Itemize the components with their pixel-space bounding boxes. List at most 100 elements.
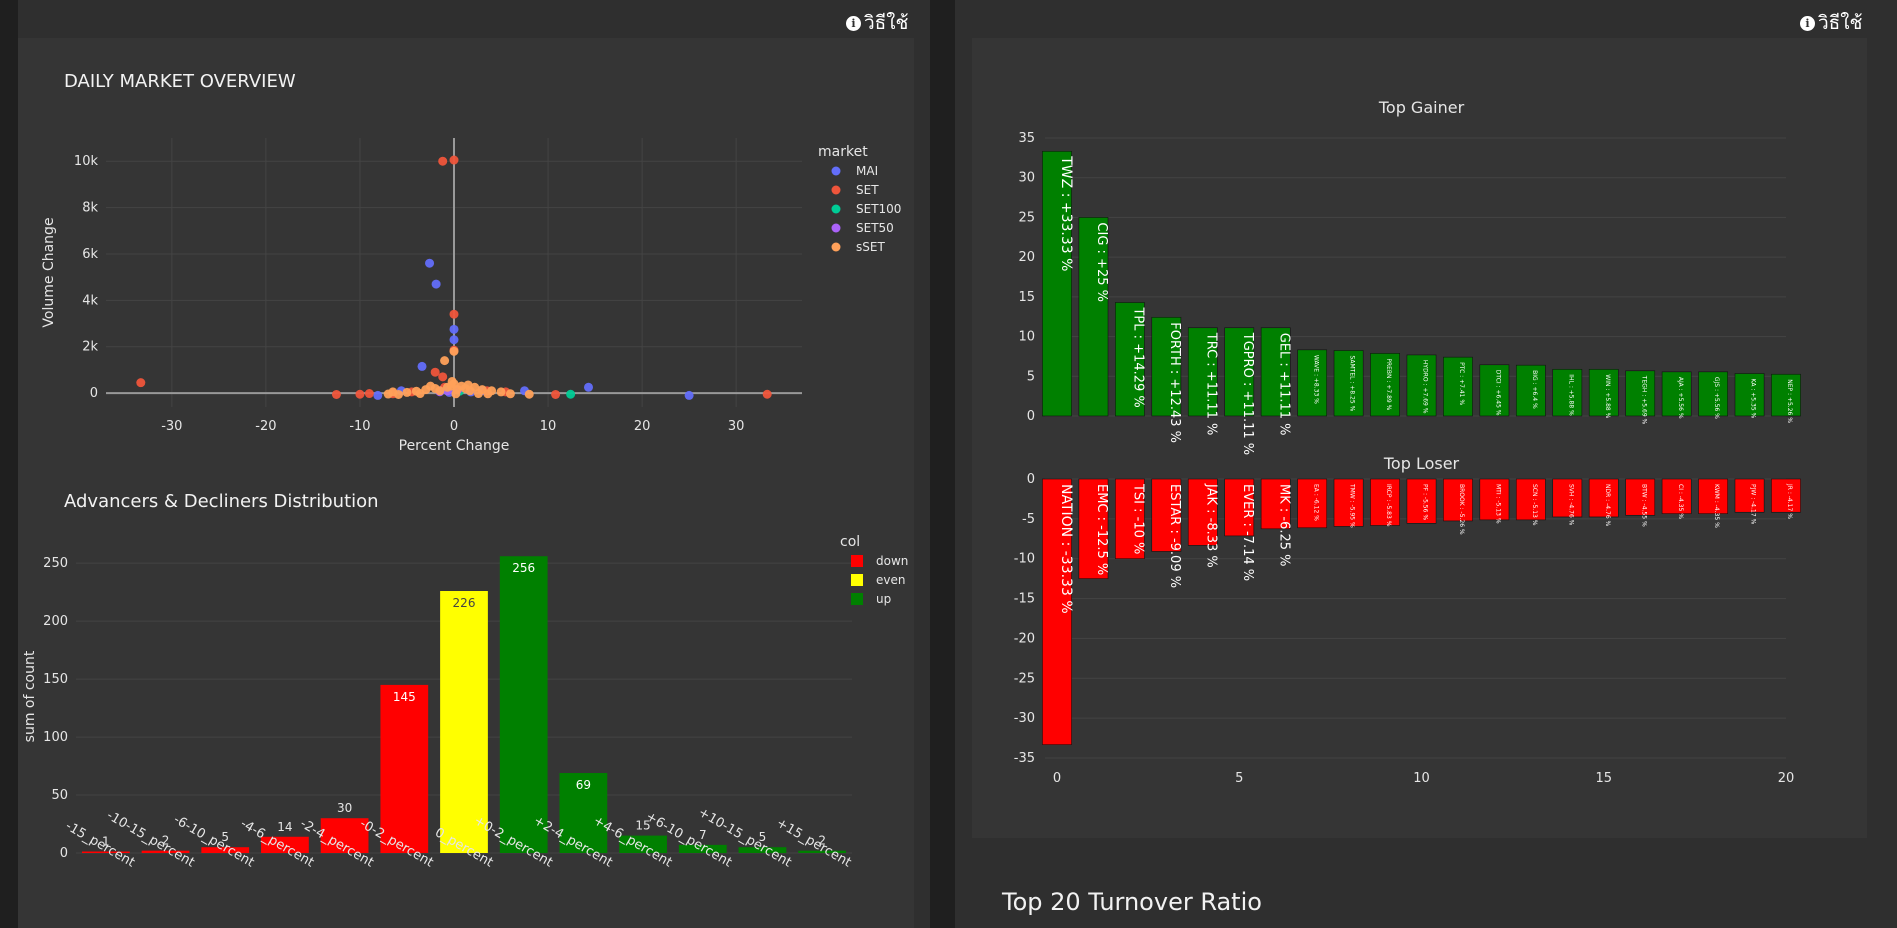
dist-y-tick-label: 50 xyxy=(51,788,68,803)
loser-x-tick-label: 5 xyxy=(1235,771,1243,786)
loser-y-tick-label: -5 xyxy=(1022,512,1035,527)
scatter-point-set xyxy=(762,389,772,399)
scatter-point-set xyxy=(449,155,459,165)
info-icon: i xyxy=(846,15,861,31)
loser-bar xyxy=(1406,478,1437,524)
loser-bar xyxy=(1515,478,1546,521)
loser-bar-label: JR : -4.17 % xyxy=(1786,483,1793,519)
loser-bar xyxy=(1443,478,1473,522)
gainer-bar-label: PTC : +7.41 % xyxy=(1458,362,1465,405)
loser-y-tick-label: 0 xyxy=(1027,472,1035,487)
loser-x-tick-label: 15 xyxy=(1595,771,1612,786)
loser-bar-label: JAK : -8.33 % xyxy=(1203,483,1218,568)
dist-bar-value-label: 5 xyxy=(221,830,229,844)
dist-bar xyxy=(141,850,190,853)
scatter-legend-entry: SET50 xyxy=(856,221,894,235)
scatter-point-set xyxy=(364,389,374,399)
scatter-point-sset xyxy=(463,380,473,390)
loser-bar-label: TSI : -10 % xyxy=(1130,483,1145,554)
gainer-bar xyxy=(1333,350,1364,417)
gainer-bar xyxy=(1151,316,1182,417)
help-button-left[interactable]: i วิธีใช้ xyxy=(846,8,908,38)
loser-title: Top Loser xyxy=(1383,454,1460,473)
dist-bar xyxy=(499,556,548,853)
loser-bar-label: BROOK : -5.26 % xyxy=(1458,484,1465,535)
loser-bar xyxy=(1042,478,1072,745)
scatter-y-tick-label: 6k xyxy=(82,247,98,262)
dist-bar-value-label: 69 xyxy=(576,778,591,792)
scatter-x-tick-label: 0 xyxy=(450,419,458,434)
loser-bar-label: EMC : -12.5 % xyxy=(1094,484,1109,575)
gainer-bar-label: WAVE : +8.33 % xyxy=(1312,355,1319,404)
gainer-bar xyxy=(1260,327,1291,417)
dist-y-tick-label: 200 xyxy=(43,614,68,629)
dist-bar xyxy=(798,850,847,853)
loser-y-tick-label: -35 xyxy=(1014,751,1035,766)
scatter-x-tick-label: 30 xyxy=(728,419,745,434)
gainer-bar xyxy=(1479,364,1510,417)
gainer-bar-label: SAMTEL : +8.25 % xyxy=(1349,355,1356,411)
scatter-y-tick-label: 4k xyxy=(82,293,98,308)
scatter-point-set xyxy=(551,389,561,399)
gainer-bar xyxy=(1115,302,1145,417)
right-chart-card xyxy=(972,38,1867,838)
scatter-chart: -30 -20 -10 0 10 20 30 0 2k 4k 6k 8k 10k Percent Chan… xyxy=(41,138,901,454)
dist-legend-title: col xyxy=(840,534,860,550)
right-panel: i วิธีใช้ Top 20 Turnover Ratio xyxy=(955,0,1897,928)
scatter-legend-entry: SET100 xyxy=(856,202,901,216)
gainer-bar xyxy=(1771,373,1801,417)
top-gainer-chart: Top Gainer 0 5 10 15 20 25 30 35 TWZ : +33.33 % CI… xyxy=(1018,98,1801,455)
gainer-bar xyxy=(1187,327,1218,417)
scatter-point-sset xyxy=(440,356,450,366)
scatter-point-sset xyxy=(447,376,457,386)
gainer-bar xyxy=(1698,371,1728,417)
gainer-bar-label: CIG : +25 % xyxy=(1094,222,1109,302)
scatter-point-sset xyxy=(435,386,445,396)
scatter-point-sset xyxy=(473,389,483,399)
scatter-point-mai xyxy=(449,335,459,345)
dist-legend-entry: down xyxy=(876,554,908,568)
loser-y-tick-label: -25 xyxy=(1014,671,1035,686)
dist-legend-swatch-down xyxy=(851,555,863,567)
gainer-bar-label: DTCI : +6.45 % xyxy=(1495,370,1502,416)
help-button-right[interactable]: i วิธีใช้ xyxy=(1800,8,1862,38)
scatter-x-axis-label: Percent Change xyxy=(399,438,510,454)
gainer-y-tick-label: 10 xyxy=(1018,330,1035,345)
loser-bar-label: SVH : -4.76 % xyxy=(1567,484,1574,526)
gainer-bar-label: TGPRO : +11.11 % xyxy=(1240,332,1255,455)
gainer-bar-label: TWZ : +33.33 % xyxy=(1058,155,1074,271)
scatter-point-mai xyxy=(373,390,383,400)
dist-bar xyxy=(619,835,667,853)
gainer-title: Top Gainer xyxy=(1378,98,1465,117)
loser-bar xyxy=(1734,478,1765,513)
gainer-bar xyxy=(1552,368,1583,417)
loser-bar xyxy=(1151,478,1182,552)
dist-y-axis-label: sum of count xyxy=(22,650,38,742)
loser-x-tick-label: 10 xyxy=(1413,771,1430,786)
gainer-y-tick-label: 5 xyxy=(1027,369,1035,384)
gainer-bar-label: IHL : +5.88 % xyxy=(1567,374,1574,416)
scatter-point-sset xyxy=(496,387,506,397)
loser-x-tick-label: 0 xyxy=(1053,771,1061,786)
dist-bar-value-label: 5 xyxy=(759,830,767,844)
dist-bar xyxy=(678,844,727,853)
gainer-bar xyxy=(1042,150,1072,417)
scatter-point-sset xyxy=(425,381,435,391)
loser-bar xyxy=(1588,478,1619,518)
scatter-y-tick-label: 2k xyxy=(82,340,98,355)
gainer-bar-label: KA : +5.35 % xyxy=(1750,379,1757,419)
dist-legend-swatch-up xyxy=(851,593,863,605)
loser-bar-label: IRCP : -5.83 % xyxy=(1385,484,1392,527)
loser-bar-label: EVER : -7.14 % xyxy=(1240,484,1255,581)
scatter-point-set xyxy=(430,367,440,377)
scatter-legend-title: market xyxy=(818,144,868,160)
dist-bar xyxy=(738,847,787,853)
scatter-y-tick-label: 8k xyxy=(82,201,98,216)
loser-bar-label: NATION : -33.33 % xyxy=(1058,484,1074,614)
dist-bar-value-label: 30 xyxy=(337,801,352,815)
gainer-bar xyxy=(1406,354,1437,417)
loser-y-tick-label: -20 xyxy=(1014,631,1035,646)
dist-bar xyxy=(81,851,130,853)
scatter-point-set xyxy=(136,378,146,388)
top-loser-chart: Top Loser 0 -5 -10 -15 -20 -25 -30 -35 NATION : -… xyxy=(1014,454,1801,786)
